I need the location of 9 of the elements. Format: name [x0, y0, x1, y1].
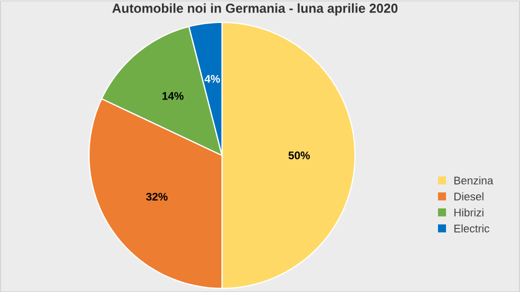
data-label: 4% — [204, 74, 220, 83]
chart-title: Automobile noi in Germania - luna aprilie 2020 — [112, 3, 398, 16]
data-label: 32% — [146, 192, 168, 200]
data-label: 50% — [288, 151, 310, 160]
data-label: 14% — [162, 92, 184, 100]
legend-label: Diesel — [454, 192, 484, 200]
legend-label: Hibrizi — [454, 208, 484, 216]
legend-label: Electric — [454, 224, 490, 232]
legend-label: Benzina — [454, 176, 494, 184]
